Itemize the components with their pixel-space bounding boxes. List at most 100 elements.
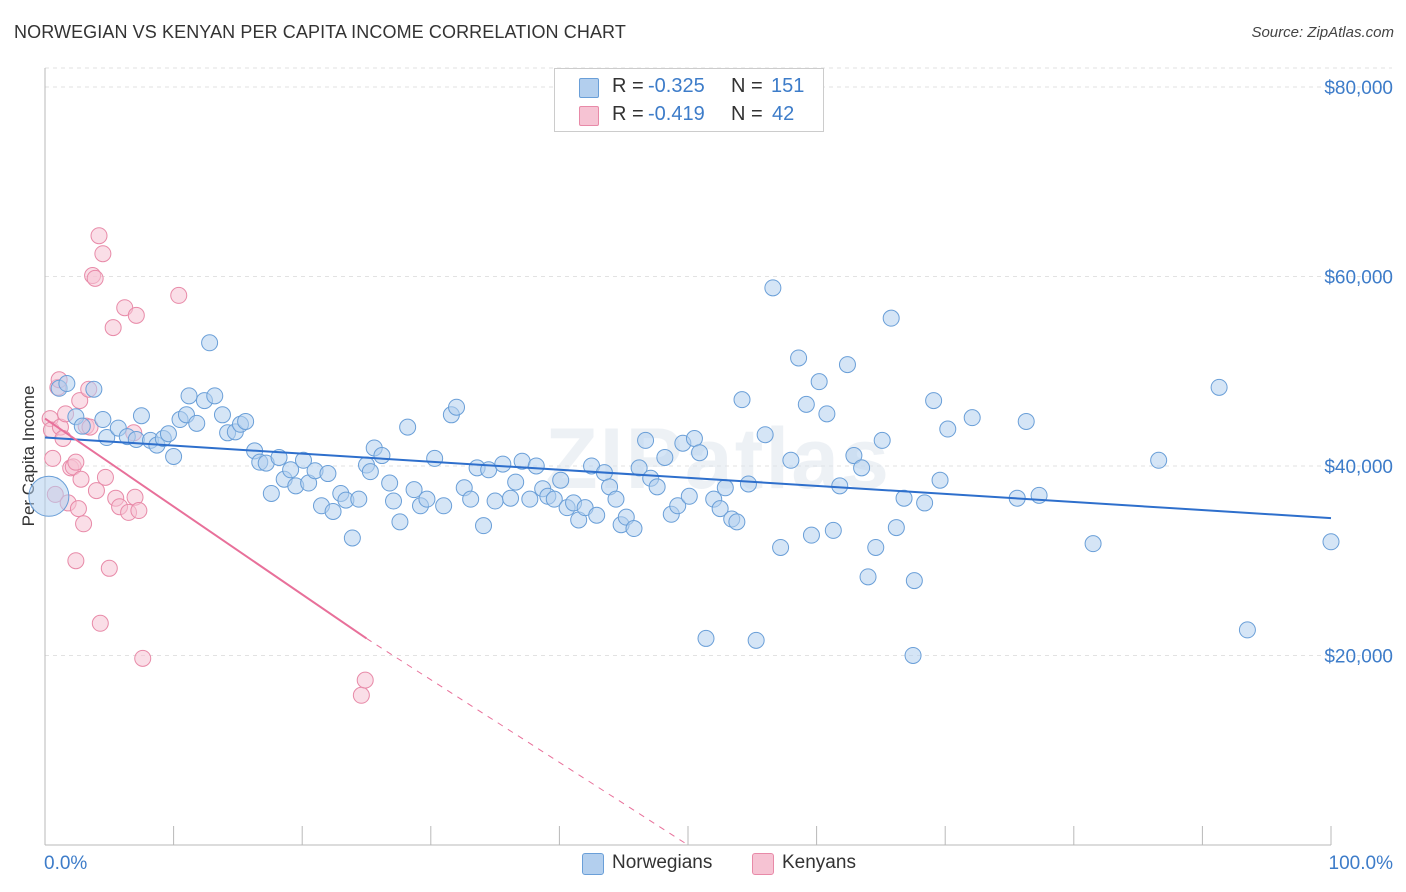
- legend-row-norwegians: R = -0.325 N = 151: [555, 73, 823, 101]
- norwegians-point: [165, 448, 183, 465]
- norwegians-point: [282, 461, 300, 479]
- norwegians-point: [747, 631, 765, 649]
- x-tick-label-min: 0.0%: [44, 853, 87, 874]
- kenyans-point: [94, 245, 112, 263]
- norwegians-point: [838, 356, 856, 374]
- norwegians-legend-swatch: [582, 853, 604, 875]
- norwegians-point: [462, 490, 480, 508]
- kenyans-trend-extension: [366, 638, 689, 846]
- norwegians-point: [201, 334, 219, 352]
- source-label: Source: ZipAtlas.com: [1251, 24, 1394, 41]
- y-tick-label: $40,000: [1324, 457, 1393, 478]
- norwegians-point: [494, 455, 512, 473]
- norwegians-point: [772, 538, 790, 556]
- norwegians-point: [213, 406, 231, 424]
- norwegians-point: [939, 420, 957, 438]
- kenyans-point: [71, 392, 89, 410]
- norwegians-point: [132, 407, 150, 425]
- kenyans-point: [96, 468, 114, 486]
- norwegians-point: [85, 380, 103, 398]
- norwegians-point: [931, 471, 949, 489]
- kenyans-point: [67, 552, 85, 570]
- norwegians-point: [963, 409, 981, 427]
- x-ticks: [44, 826, 1332, 845]
- norwegians-point: [845, 447, 863, 465]
- norwegians-legend-label: Norwegians: [612, 852, 713, 873]
- norwegians-point: [73, 417, 91, 435]
- norwegians-point: [448, 398, 466, 416]
- norwegians-point: [373, 447, 391, 465]
- norwegians-point: [588, 506, 606, 524]
- norwegians-point: [324, 502, 342, 520]
- norwegians-point: [873, 431, 891, 449]
- norwegians-point: [824, 521, 842, 539]
- norwegians-point: [669, 497, 687, 515]
- kenyans-swatch: [579, 106, 599, 126]
- norwegians-point: [802, 526, 820, 544]
- norwegians-point: [381, 474, 399, 492]
- r-value: -0.419: [648, 103, 705, 125]
- norwegians-point: [648, 478, 666, 496]
- kenyans-point: [127, 306, 145, 324]
- norwegians-point: [831, 477, 849, 495]
- norwegians-point: [435, 497, 453, 515]
- correlation-legend: R = -0.325 N = 151 R = -0.419 N = 42: [554, 68, 824, 132]
- norwegians-point: [782, 451, 800, 469]
- kenyans-point: [86, 269, 104, 287]
- norwegians-point: [385, 492, 403, 510]
- norwegians-point: [159, 425, 177, 443]
- norwegians-point: [1322, 533, 1340, 551]
- kenyans-point: [100, 559, 118, 577]
- norwegians-point: [391, 513, 409, 531]
- y-tick-label: $20,000: [1324, 646, 1393, 667]
- norwegians-point: [552, 471, 570, 489]
- r-value: -0.325: [648, 75, 705, 97]
- norwegians-point: [607, 490, 625, 508]
- norwegians-point: [1150, 451, 1168, 469]
- kenyans-legend-label: Kenyans: [782, 852, 856, 873]
- norwegians-point: [405, 481, 423, 499]
- n-value: 151: [771, 75, 805, 97]
- norwegians-point: [237, 412, 255, 430]
- norwegians-point: [764, 279, 782, 297]
- norwegians-point: [853, 459, 871, 477]
- norwegians-point: [859, 568, 877, 586]
- chart-title: NORWEGIAN VS KENYAN PER CAPITA INCOME CO…: [14, 22, 626, 42]
- kenyans-point: [44, 449, 62, 467]
- kenyans-legend-swatch: [752, 853, 774, 875]
- norwegians-point: [521, 490, 539, 508]
- legend-row-kenyans: R = -0.419 N = 42: [555, 101, 823, 129]
- norwegians-point: [527, 457, 545, 475]
- norwegians-point: [58, 375, 76, 393]
- norwegians-point: [818, 405, 836, 423]
- norwegians-point: [733, 391, 751, 409]
- norwegians-point: [319, 465, 337, 483]
- norwegians-point: [1210, 378, 1228, 396]
- norwegians-point: [426, 449, 444, 467]
- norwegians-point: [685, 429, 703, 447]
- trend-lines: [44, 417, 1332, 846]
- n-label: N =: [731, 103, 763, 125]
- kenyans-point: [72, 470, 90, 488]
- r-label: R =: [612, 75, 644, 97]
- norwegians-point: [206, 387, 224, 405]
- norwegians-point: [916, 494, 934, 512]
- norwegians-point: [475, 517, 493, 535]
- norwegians-point: [127, 430, 145, 448]
- norwegians-point: [507, 473, 525, 491]
- norwegians-point: [188, 414, 206, 432]
- norwegians-point: [797, 395, 815, 413]
- norwegians-point: [630, 459, 648, 477]
- n-value: 42: [772, 103, 795, 125]
- norwegians-point: [28, 475, 70, 517]
- norwegians-point: [94, 411, 112, 429]
- norwegians-point: [691, 444, 709, 462]
- kenyans-point: [104, 319, 122, 337]
- kenyans-point: [75, 515, 93, 533]
- norwegians-point: [1238, 621, 1256, 639]
- kenyans-point: [356, 671, 374, 689]
- norwegians-point: [486, 492, 504, 510]
- norwegians-point: [262, 484, 280, 502]
- norwegians-point: [867, 538, 885, 556]
- norwegians-point: [905, 572, 923, 590]
